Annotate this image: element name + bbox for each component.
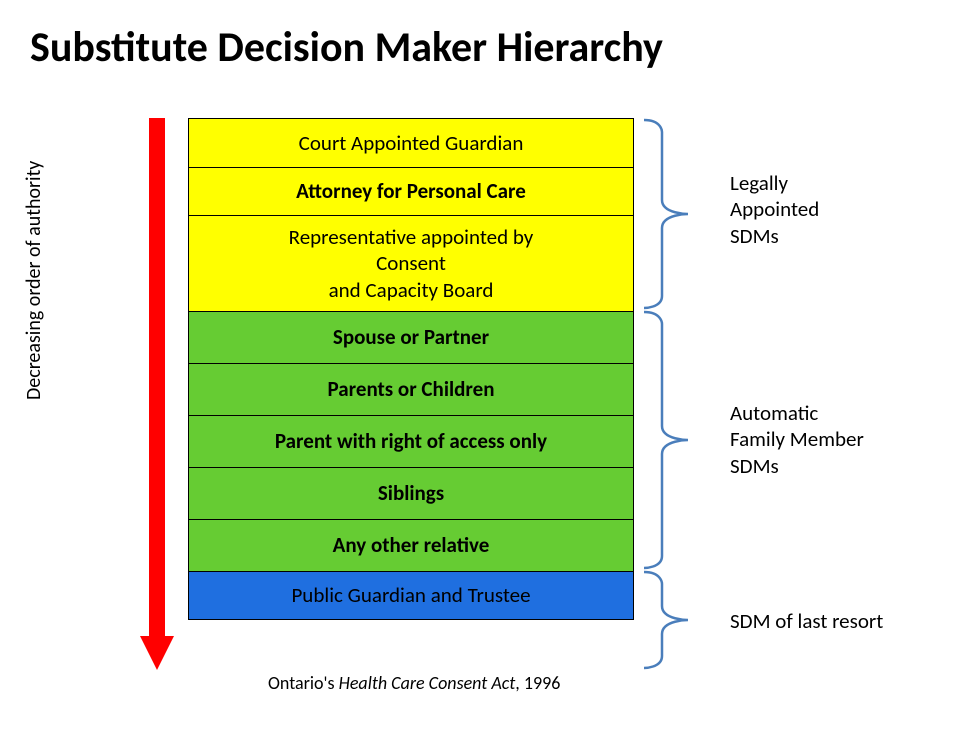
hierarchy-row-label: Attorney for Personal Care	[296, 178, 526, 204]
hierarchy-stack: Court Appointed Guardian Attorney for Per…	[188, 118, 634, 620]
hierarchy-row-label: Parents or Children	[328, 376, 495, 402]
hierarchy-row: Parent with right of access only	[189, 415, 633, 467]
brace-label: SDM of last resort	[730, 608, 883, 634]
authority-arrow	[140, 118, 174, 670]
source-caption: Ontario's Health Care Consent Act, 1996	[268, 672, 560, 694]
hierarchy-row-label: Any other relative	[333, 532, 490, 558]
brace-icon	[640, 570, 700, 670]
caption-act: Health Care Consent Act	[339, 672, 516, 694]
page-title: Substitute Decision Maker Hierarchy	[30, 22, 663, 73]
brace-icon	[640, 118, 700, 310]
hierarchy-row: Siblings	[189, 467, 633, 519]
hierarchy-row-label: Siblings	[378, 480, 444, 506]
caption-prefix: Ontario's	[268, 672, 339, 694]
hierarchy-row-label: Representative appointed by Consent and …	[289, 224, 534, 303]
brace-group	[640, 118, 700, 310]
brace-label: Automatic Family Member SDMs	[730, 400, 864, 479]
brace-group	[640, 570, 700, 670]
hierarchy-row-label: Court Appointed Guardian	[299, 130, 524, 156]
hierarchy-row-label: Parent with right of access only	[275, 428, 547, 454]
brace-label: Legally Appointed SDMs	[730, 170, 819, 249]
hierarchy-row: Representative appointed by Consent and …	[189, 215, 633, 311]
hierarchy-row-label: Public Guardian and Trustee	[291, 582, 530, 608]
brace-group	[640, 310, 700, 570]
hierarchy-row: Attorney for Personal Care	[189, 167, 633, 215]
axis-label: Decreasing order of authority	[22, 161, 46, 400]
brace-icon	[640, 310, 700, 570]
hierarchy-row: Public Guardian and Trustee	[189, 571, 633, 619]
hierarchy-row: Parents or Children	[189, 363, 633, 415]
hierarchy-row: Spouse or Partner	[189, 311, 633, 363]
arrow-shaft	[149, 118, 165, 638]
hierarchy-row-label: Spouse or Partner	[333, 324, 489, 350]
hierarchy-row: Any other relative	[189, 519, 633, 571]
arrow-head-icon	[140, 636, 174, 670]
hierarchy-row: Court Appointed Guardian	[189, 119, 633, 167]
caption-suffix: , 1996	[515, 672, 560, 694]
